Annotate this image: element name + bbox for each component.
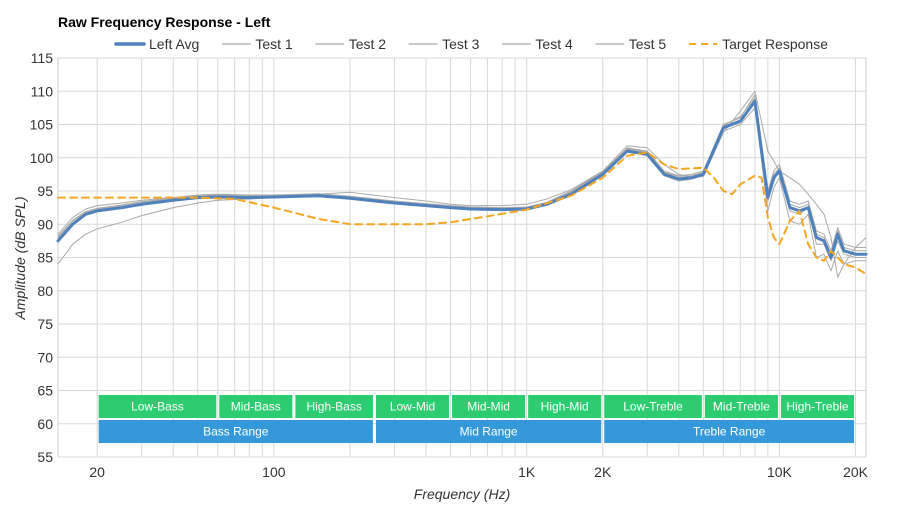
y-tick-label: 100 (30, 150, 54, 166)
series-line-test-5 (57, 97, 867, 262)
range-band (604, 420, 855, 443)
sub-range-band (219, 395, 293, 418)
y-tick-label: 60 (37, 416, 53, 432)
legend-label: Left Avg (149, 36, 199, 52)
sub-range-band (528, 395, 602, 418)
sub-range-band-label: Low-Treble (623, 400, 683, 414)
sub-range-band (604, 395, 702, 418)
range-band (98, 420, 373, 443)
sub-range-band (295, 395, 373, 418)
y-tick-label: 55 (37, 449, 53, 465)
y-tick-label: 70 (37, 349, 53, 365)
sub-range-band-label: Mid-Mid (467, 400, 510, 414)
x-tick-label: 100 (262, 464, 286, 480)
range-band-label: Mid Range (460, 425, 518, 439)
x-axis-title: Frequency (Hz) (414, 486, 510, 502)
series-lines (56, 90, 868, 278)
y-axis-ticks: 55 60 65 70 75 80 85 90 95 100 105 110 115 (30, 50, 54, 465)
y-tick-label: 75 (37, 316, 53, 332)
sub-range-band-label: High-Treble (786, 400, 849, 414)
x-axis-ticks: 20 100 1K 2K 10K 20K (89, 464, 868, 480)
x-tick-label: 20K (843, 464, 869, 480)
series-line-test-1 (57, 94, 867, 252)
sub-range-band-label: High-Bass (306, 400, 361, 414)
sub-range-band (375, 395, 450, 418)
legend-label: Test 2 (349, 36, 387, 52)
sub-range-band (452, 395, 526, 418)
legend-label: Test 3 (442, 36, 480, 52)
chart-title: Raw Frequency Response - Left (58, 14, 271, 30)
range-band (375, 420, 602, 443)
sub-range-band (98, 395, 217, 418)
sub-range-band-label: High-Mid (541, 400, 589, 414)
y-tick-label: 65 (37, 383, 53, 399)
x-tick-label: 1K (518, 464, 536, 480)
series-line-test-2 (57, 90, 867, 278)
sub-range-band (780, 395, 855, 418)
y-tick-label: 110 (31, 83, 54, 99)
series-line-test-3 (57, 98, 867, 255)
x-tick-label: 2K (594, 464, 612, 480)
legend-label: Test 5 (629, 36, 667, 52)
y-tick-label: 80 (37, 283, 53, 299)
range-band-label: Bass Range (203, 425, 269, 439)
legend-label: Target Response (722, 36, 828, 52)
x-tick-label: 10K (767, 464, 793, 480)
series-line-test-4 (57, 107, 867, 272)
y-tick-label: 115 (31, 50, 54, 66)
legend: Left Avg Test 1 Test 2 Test 3 Test 4 Test 5 Ta… (114, 36, 828, 52)
legend-label: Test 4 (535, 36, 573, 52)
sub-range-band-label: Low-Bass (131, 400, 184, 414)
series-line-target-response (57, 151, 867, 276)
y-tick-label: 85 (37, 250, 53, 266)
legend-label: Test 1 (255, 36, 293, 52)
range-band-label: Treble Range (693, 425, 766, 439)
y-tick-label: 90 (37, 216, 53, 232)
x-tick-label: 20 (89, 464, 105, 480)
y-tick-label: 95 (37, 183, 53, 199)
y-tick-label: 105 (30, 117, 54, 133)
sub-range-band-label: Mid-Bass (231, 400, 281, 414)
sub-range-band (704, 395, 778, 418)
sub-range-band-label: Low-Mid (390, 400, 435, 414)
sub-range-band-label: Mid-Treble (713, 400, 770, 414)
y-axis-title: Amplitude (dB SPL) (12, 197, 28, 321)
frequency-bands: Low-Bass Mid-Bass High-Bass Low-Mid Mid-Mid H… (98, 395, 855, 443)
